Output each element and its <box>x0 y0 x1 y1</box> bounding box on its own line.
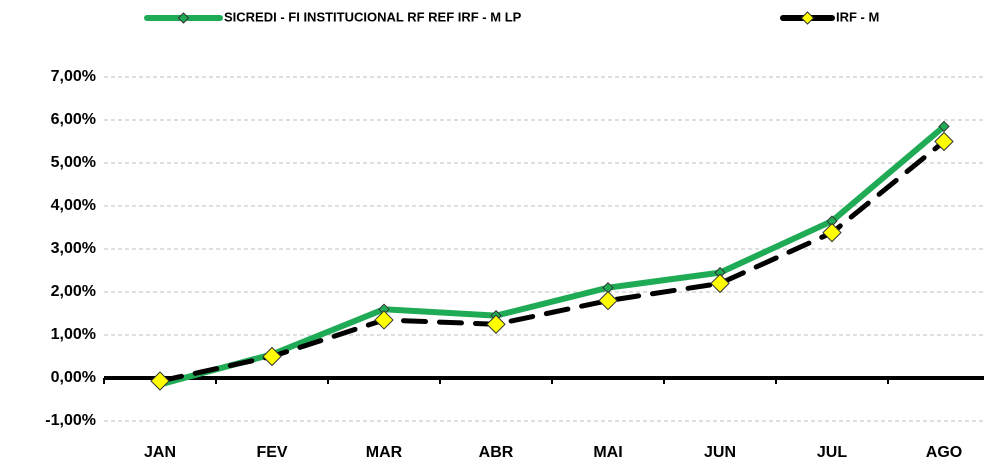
legend-marker <box>800 11 815 25</box>
series-line <box>157 139 947 384</box>
x-tick-label: JUN <box>704 444 736 461</box>
legend-label: SICREDI - FI INSTITUCIONAL RF REF IRF - … <box>224 9 522 24</box>
y-tick-label: 1,00% <box>51 326 96 343</box>
x-tick-label: FEV <box>256 444 287 461</box>
legend-marker <box>177 12 190 24</box>
y-tick-label: 7,00% <box>51 68 96 85</box>
x-tick-label: JAN <box>144 444 176 461</box>
x-tick-label: ABR <box>479 444 514 461</box>
y-tick-label: 5,00% <box>51 154 96 171</box>
marker <box>822 222 842 243</box>
y-tick-label: 4,00% <box>51 197 96 214</box>
y-tick-label: -1,00% <box>45 412 96 429</box>
marker <box>938 120 950 133</box>
y-tick-label: 3,00% <box>51 240 96 257</box>
marker <box>934 131 954 152</box>
y-tick-label: 6,00% <box>51 111 96 128</box>
marker <box>598 290 618 311</box>
series-line <box>157 123 947 388</box>
legend-label: IRF - M <box>836 9 879 24</box>
marker <box>374 310 394 330</box>
x-tick-label: MAI <box>593 444 622 461</box>
marker <box>710 273 730 294</box>
x-tick-label: MAR <box>366 444 403 461</box>
x-tick-label: AGO <box>926 444 962 461</box>
marker <box>486 314 506 334</box>
x-tick-label: JUL <box>817 444 847 461</box>
marker <box>262 346 282 367</box>
marker <box>150 371 170 391</box>
y-tick-label: 0,00% <box>51 369 96 386</box>
y-tick-label: 2,00% <box>51 283 96 300</box>
